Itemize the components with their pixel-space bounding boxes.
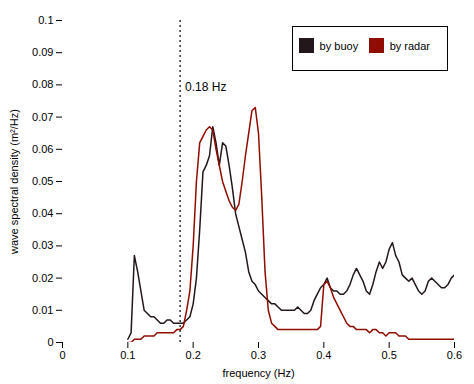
svg-text:0.09: 0.09 <box>32 46 53 58</box>
svg-text:0.04: 0.04 <box>32 207 53 219</box>
svg-text:wave spectral density (m²/Hz): wave spectral density (m²/Hz) <box>8 109 20 255</box>
svg-text:0.01: 0.01 <box>32 304 53 316</box>
svg-text:0.06: 0.06 <box>32 143 53 155</box>
html-text:by buoy: by buoy <box>319 39 359 52</box>
svg-text:0.2: 0.2 <box>186 349 201 361</box>
svg-text:0.02: 0.02 <box>32 272 53 284</box>
svg-text:0.5: 0.5 <box>382 349 397 361</box>
svg-text:0: 0 <box>59 349 65 361</box>
svg-text:frequency (Hz): frequency (Hz) <box>222 367 294 379</box>
svg-text:0.03: 0.03 <box>32 239 53 251</box>
svg-text:0.6: 0.6 <box>447 349 462 361</box>
svg-text:0.18 Hz: 0.18 Hz <box>185 80 226 94</box>
svg-text:0.1: 0.1 <box>38 14 53 26</box>
svg-text:0.3: 0.3 <box>251 349 266 361</box>
svg-text:0.4: 0.4 <box>316 349 331 361</box>
svg-text:0: 0 <box>47 336 53 348</box>
html-text:by radar: by radar <box>389 39 430 52</box>
svg-text:0.08: 0.08 <box>32 78 53 90</box>
svg-text:0.1: 0.1 <box>120 349 135 361</box>
svg-text:0.05: 0.05 <box>32 175 53 187</box>
svg-text:0.07: 0.07 <box>32 111 53 123</box>
